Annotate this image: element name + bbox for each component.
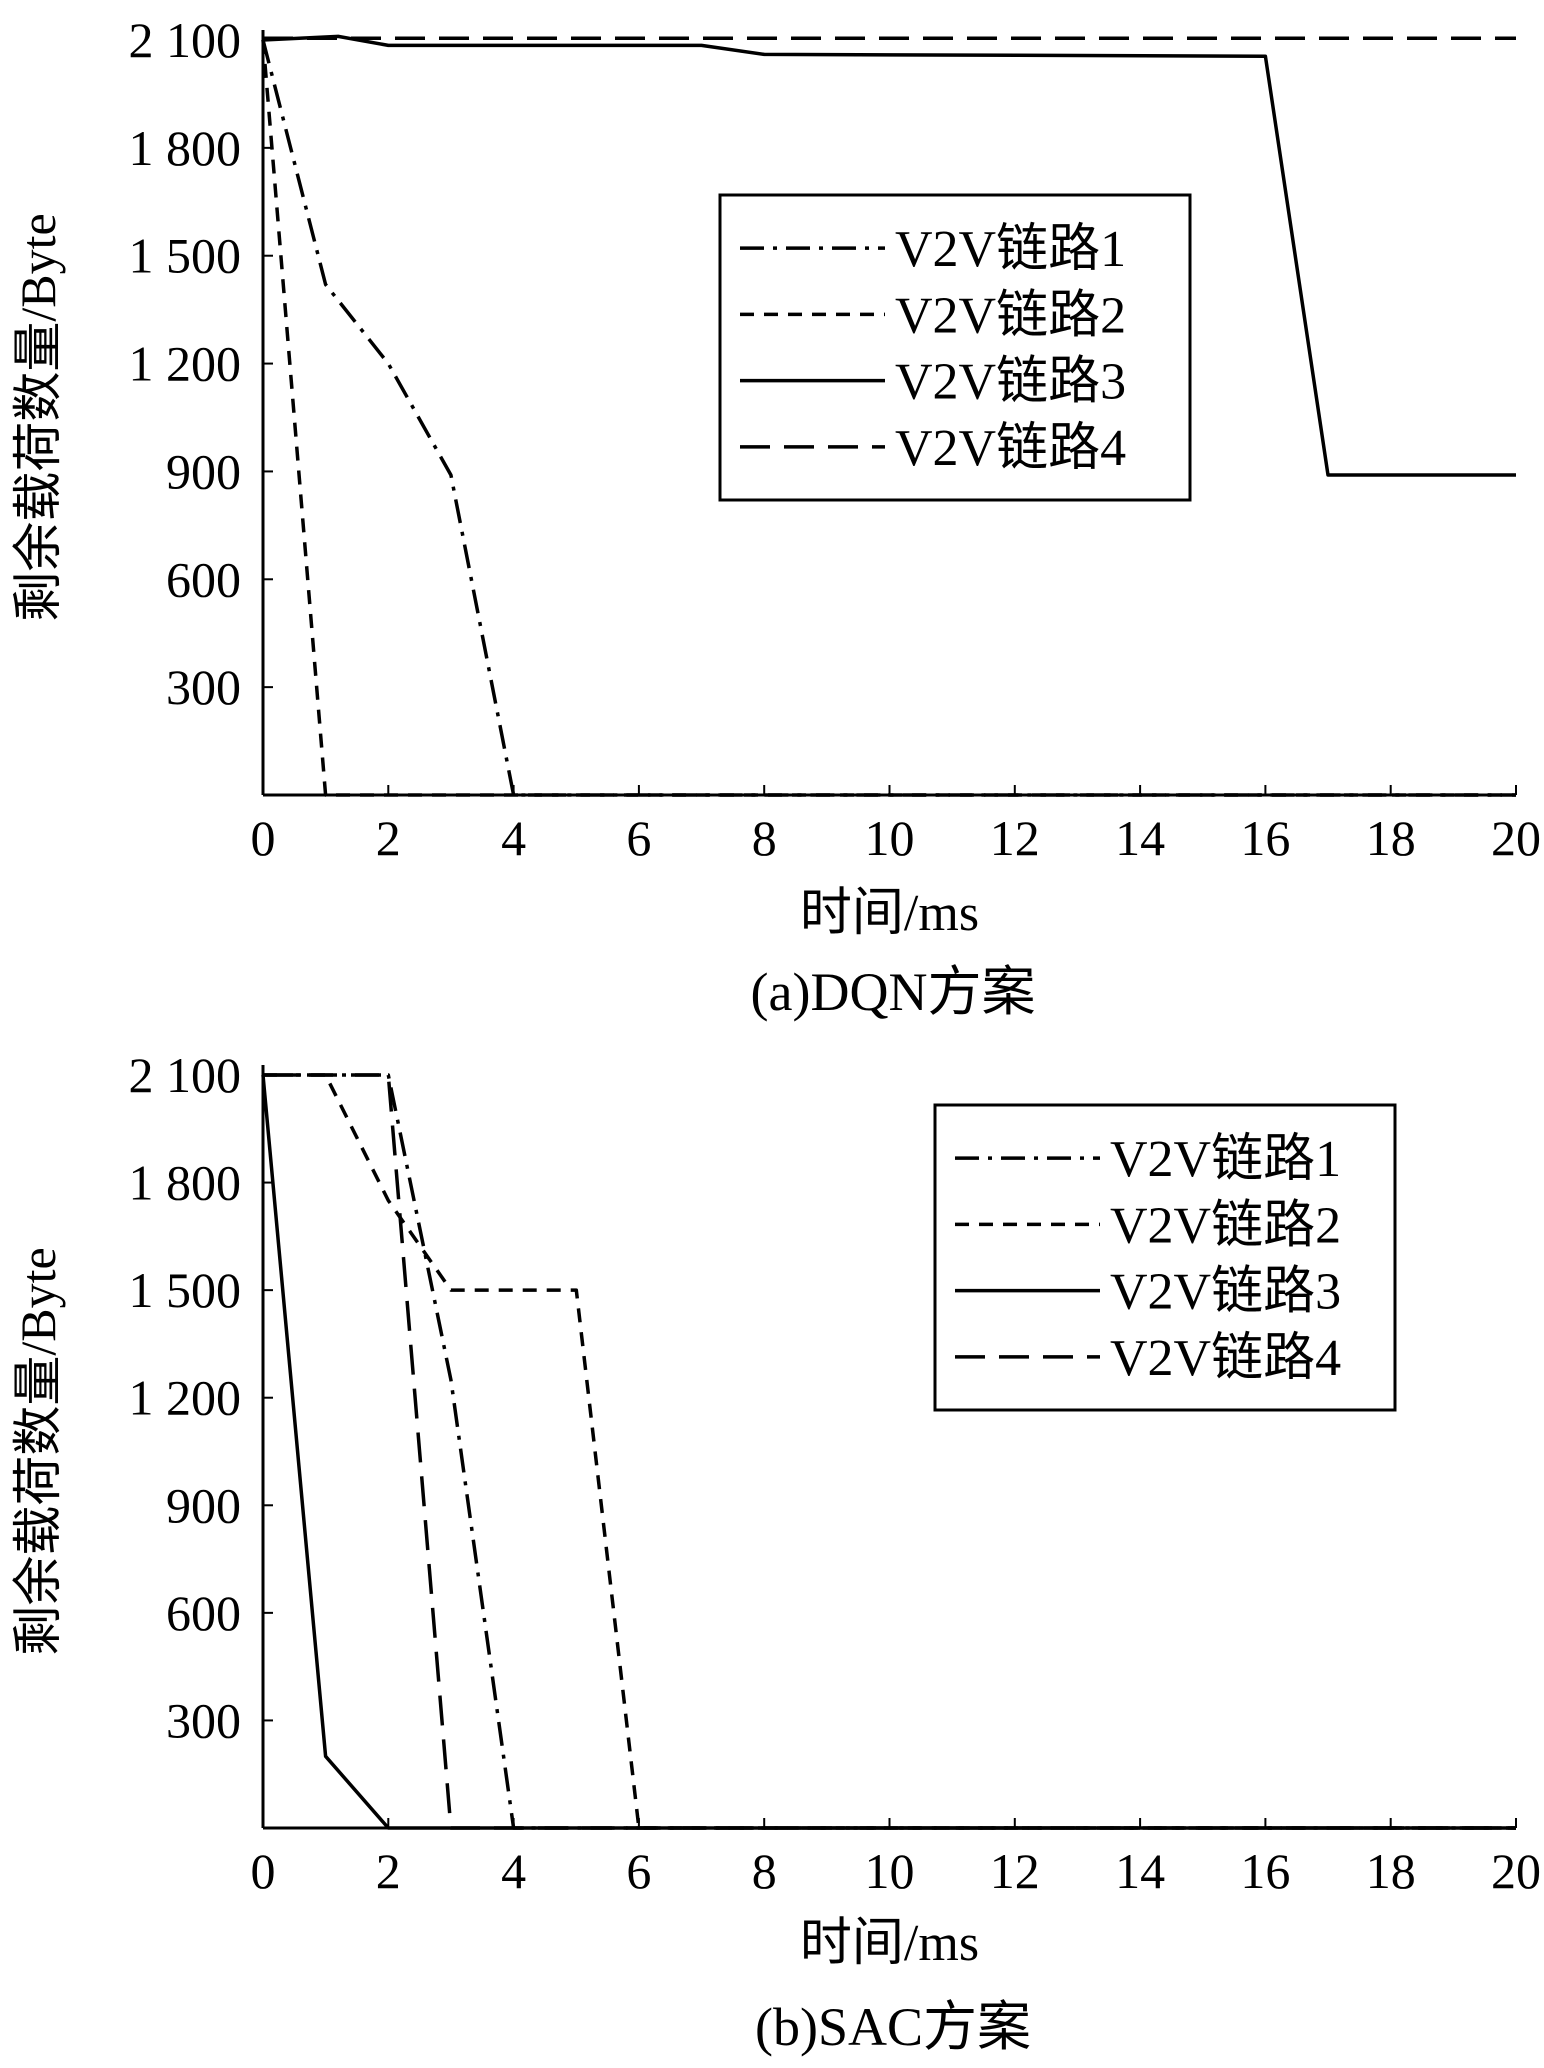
- y-axis-title: 剩余载荷数量/Byte: [10, 1247, 66, 1655]
- legend-box: [933, 1103, 1397, 1412]
- x-tick-label: 0: [251, 1843, 276, 1899]
- y-tick-label: 600: [166, 1585, 241, 1641]
- x-tick-label: 8: [752, 1843, 777, 1899]
- x-tick-label: 18: [1366, 1843, 1416, 1899]
- x-tick-label: 14: [1115, 1843, 1165, 1899]
- y-tick-label: 300: [166, 1692, 241, 1748]
- legend-box: [718, 193, 1192, 502]
- x-tick-label: 4: [501, 1843, 526, 1899]
- x-tick-label: 6: [626, 1843, 651, 1899]
- x-tick-label: 12: [990, 810, 1040, 866]
- x-tick-label: 20: [1491, 1843, 1541, 1899]
- x-tick-label: 12: [990, 1843, 1040, 1899]
- y-tick-label: 900: [166, 1477, 241, 1533]
- legend-label: V2V链路1: [895, 221, 1126, 278]
- y-tick-label: 600: [166, 551, 241, 607]
- series-line-4: [263, 1073, 1516, 1830]
- y-tick-label: 1 200: [129, 1370, 242, 1426]
- series-line-2: [263, 1073, 1516, 1830]
- y-tick-label: 900: [166, 443, 241, 499]
- x-tick-label: 14: [1115, 810, 1165, 866]
- y-tick-label: 1 800: [129, 120, 242, 176]
- legend-label: V2V链路4: [895, 420, 1126, 477]
- legend-label: V2V链路2: [895, 287, 1126, 344]
- legend-label: V2V链路3: [895, 354, 1126, 411]
- x-tick-label: 20: [1491, 810, 1541, 866]
- y-tick-label: 1 800: [129, 1155, 242, 1211]
- x-tick-label: 0: [251, 810, 276, 866]
- legend: V2V链路1 V2V链路2 V2V链路3 V2V链路4: [933, 1103, 1397, 1412]
- chart-caption: (b)SAC方案: [755, 1997, 1031, 2057]
- chart-caption: (a)DQN方案: [751, 962, 1036, 1022]
- y-tick-label: 300: [166, 659, 241, 715]
- series-line-3: [262, 34, 1516, 477]
- series-line-2: [261, 39, 1516, 797]
- x-tick-label: 6: [626, 810, 651, 866]
- x-tick-label: 2: [376, 1843, 401, 1899]
- chart-panel-2: 0 2 4 6 8 10 12 14 16 18 20 300 600 900 1 200 1 500 1 80…: [10, 1047, 1541, 2057]
- x-tick-label: 2: [376, 810, 401, 866]
- legend: V2V链路1 V2V链路2 V2V链路3 V2V链路4: [718, 193, 1192, 502]
- x-tick-label: 4: [501, 810, 526, 866]
- y-tick-label: 1 200: [129, 336, 242, 392]
- y-tick-label: 1 500: [129, 228, 242, 284]
- x-tick-label: 10: [865, 1843, 915, 1899]
- x-axis-title: 时间/ms: [800, 1915, 979, 1972]
- x-tick-label: 10: [865, 810, 915, 866]
- x-tick-label: 16: [1240, 1843, 1290, 1899]
- x-axis-title: 时间/ms: [800, 885, 979, 942]
- y-tick-label: 1 500: [129, 1262, 242, 1318]
- legend-label: V2V链路2: [1110, 1197, 1341, 1254]
- legend-label: V2V链路4: [1110, 1330, 1341, 1387]
- x-tick-label: 18: [1366, 810, 1416, 866]
- y-axis-title: 剩余载荷数量/Byte: [10, 213, 66, 621]
- chart-panel-1: 0 2 4 6 8 10 12 14 16 18 20 300 600 900 1 200 1 500 1 80…: [10, 12, 1541, 1022]
- x-tick-label: 8: [752, 810, 777, 866]
- x-tick-label: 16: [1240, 810, 1290, 866]
- legend-label: V2V链路1: [1110, 1131, 1341, 1188]
- legend-label: V2V链路3: [1110, 1264, 1341, 1321]
- y-tick-label: 2 100: [129, 1047, 242, 1103]
- y-tick-label: 2 100: [129, 12, 242, 68]
